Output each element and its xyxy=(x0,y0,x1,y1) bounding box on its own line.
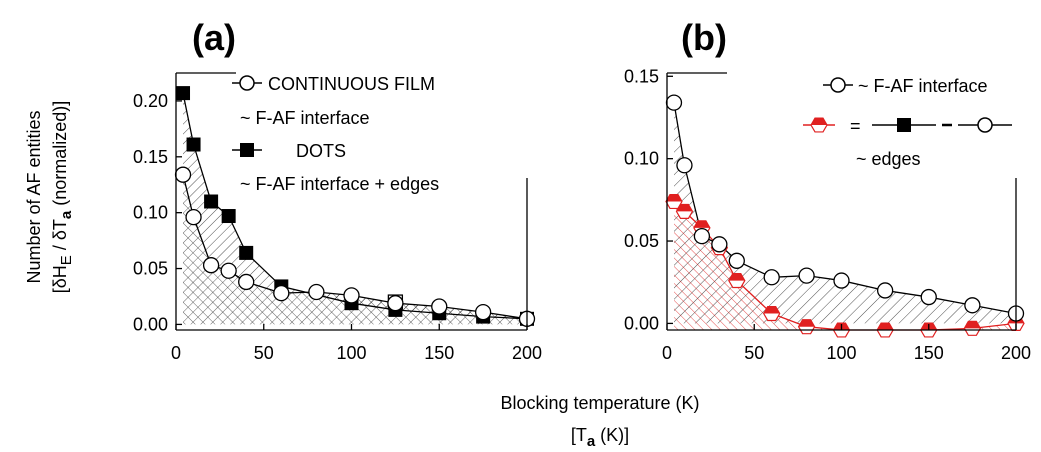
data-point-film xyxy=(308,283,325,301)
data-point-interface xyxy=(693,227,711,245)
data-point-edges xyxy=(763,305,781,322)
y-tick-label: 0.10 xyxy=(624,149,659,169)
data-point-dots xyxy=(176,86,191,101)
x-tick-label: 150 xyxy=(424,343,454,363)
data-point-dots xyxy=(239,245,254,260)
data-point-interface xyxy=(728,252,745,269)
y-tick-label: 0.10 xyxy=(133,203,168,223)
panel-a-shaded-area-film xyxy=(183,174,527,325)
data-point-edges xyxy=(797,319,816,335)
y-tick-label: 0.05 xyxy=(624,231,659,251)
y-tick-label: 0.15 xyxy=(133,147,168,167)
data-point-film xyxy=(174,166,192,183)
legend-film-sub-label: ~ F-AF interface xyxy=(240,108,370,128)
data-point-dots xyxy=(186,137,201,152)
x-axis-title-line1: Blocking temperature (K) xyxy=(500,393,699,413)
data-point-dots xyxy=(221,209,236,224)
data-point-interface xyxy=(920,288,937,306)
data-point-film xyxy=(273,284,290,302)
legend-half-red-hexagon-icon xyxy=(810,117,828,133)
data-point-interface xyxy=(711,236,728,253)
panel-b: (b) 0 50 100 150 200 0.00 0.05 0.10 0.15 ~ F-AF … xyxy=(624,17,1031,363)
data-point-interface xyxy=(665,94,683,111)
x-tick-label: 50 xyxy=(254,343,274,363)
y-tick-label: 0.05 xyxy=(133,259,168,279)
panel-b-legend: ~ F-AF interface = ~ edges xyxy=(803,76,1012,169)
legend-hexagon-shape xyxy=(810,117,828,133)
data-point-interface xyxy=(833,272,850,289)
x-tick-label: 100 xyxy=(336,343,366,363)
data-point-film xyxy=(220,262,237,279)
data-point-interface xyxy=(964,297,981,314)
data-point-interface xyxy=(763,269,780,286)
legend-film-label: CONTINUOUS FILM xyxy=(268,74,435,94)
data-point-film xyxy=(474,303,492,321)
legend-circle-icon xyxy=(830,77,846,93)
data-point-edges xyxy=(728,273,746,289)
legend-square-icon xyxy=(897,118,911,132)
legend-edges-label: ~ edges xyxy=(856,149,921,169)
data-point-film xyxy=(185,208,202,226)
data-point-film xyxy=(202,257,220,274)
data-point-edges xyxy=(675,203,694,219)
legend-equals-sign: = xyxy=(850,116,861,136)
panel-a: (a) 0 50 100 150 200 0.00 0.05 0.10 0.15 0.20 CON… xyxy=(133,17,542,363)
x-tick-label: 50 xyxy=(744,343,764,363)
data-point-edges xyxy=(665,193,683,210)
y-axis-title-line1: Number of AF entities xyxy=(24,110,44,283)
y-tick-label: 0.20 xyxy=(133,91,168,111)
data-point-film xyxy=(238,273,255,291)
legend-square-icon xyxy=(240,143,254,157)
data-point-film xyxy=(431,298,448,315)
x-tick-label: 150 xyxy=(914,343,944,363)
legend-interface-label: ~ F-AF interface xyxy=(858,76,988,96)
x-tick-label: 0 xyxy=(171,343,181,363)
panel-b-shaded-area-edges xyxy=(674,201,1016,330)
panel-a-legend: CONTINUOUS FILM ~ F-AF interface DOTS ~ … xyxy=(232,74,439,194)
legend-dots-label: DOTS xyxy=(296,141,346,161)
data-point-dots xyxy=(204,194,219,209)
data-point-interface xyxy=(798,267,815,284)
data-point-interface xyxy=(876,282,894,299)
x-axis-title-line2: [Ta (K)] xyxy=(571,425,629,450)
x-tick-label: 0 xyxy=(662,343,672,363)
x-tick-label: 100 xyxy=(826,343,856,363)
y-tick-label: 0.15 xyxy=(624,66,659,86)
panel-a-label: (a) xyxy=(192,17,236,58)
data-point-interface xyxy=(676,157,693,174)
y-tick-label: 0.00 xyxy=(624,313,659,333)
x-tick-label: 200 xyxy=(512,343,542,363)
x-tick-label: 200 xyxy=(1001,343,1031,363)
data-point-film xyxy=(343,287,360,304)
y-axis-title-line2: [δHE / δTa (normalized)] xyxy=(50,101,75,293)
legend-dots-sub-label: ~ F-AF interface + edges xyxy=(240,174,439,194)
panel-b-label: (b) xyxy=(681,17,727,58)
data-point-film xyxy=(387,295,404,312)
legend-circle-icon xyxy=(239,75,255,91)
legend-circle-icon-2 xyxy=(977,117,993,133)
data-point-edges xyxy=(963,320,982,336)
y-tick-label: 0.00 xyxy=(133,314,168,334)
